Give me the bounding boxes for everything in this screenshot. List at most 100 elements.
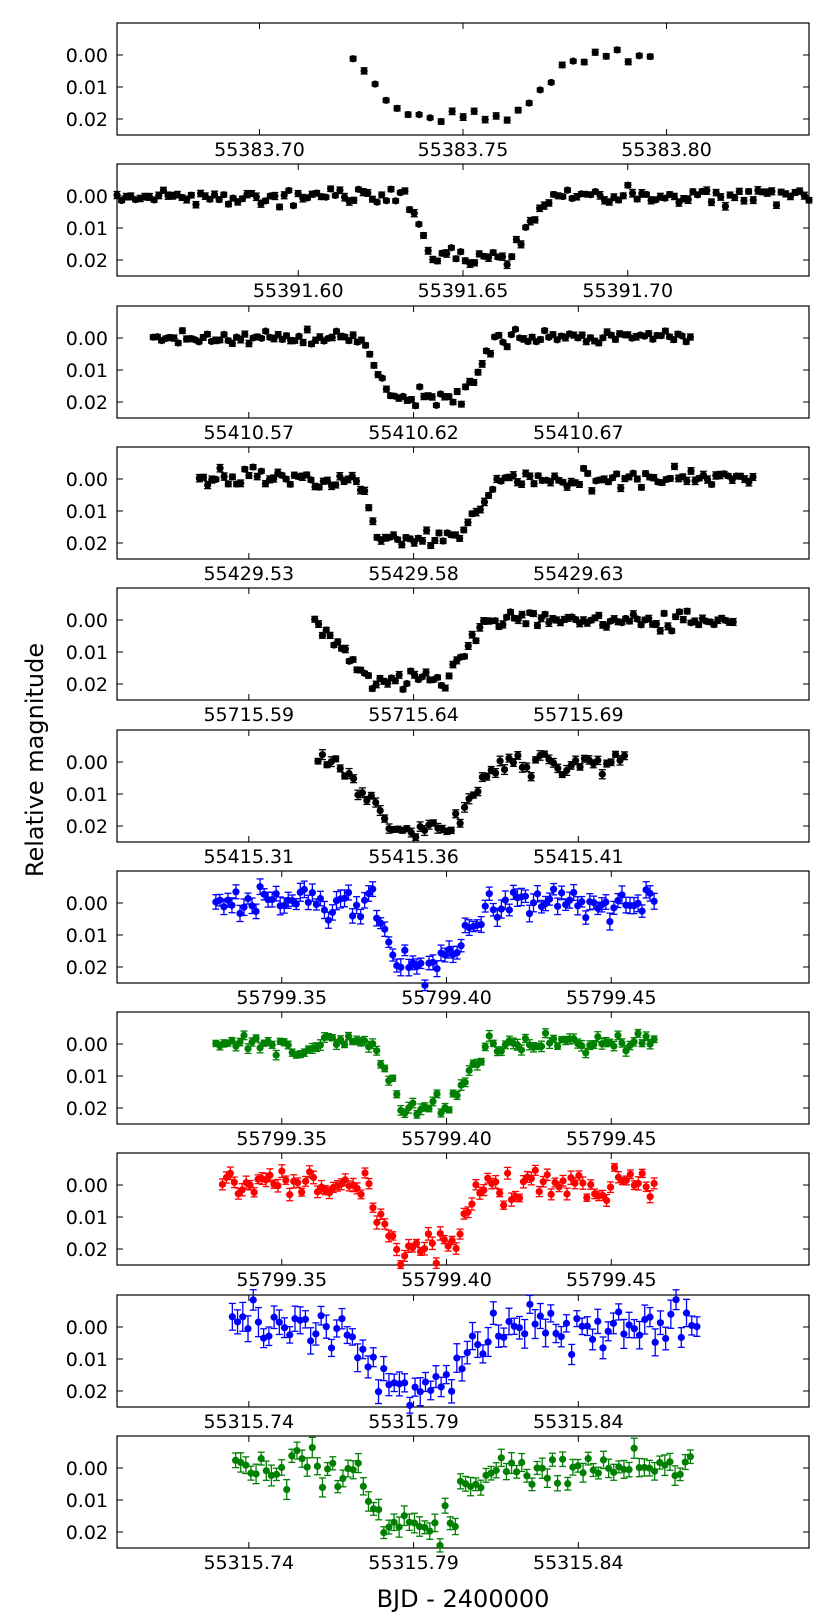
marker (768, 187, 776, 195)
data-point (292, 898, 300, 911)
marker (352, 901, 361, 909)
marker (660, 609, 668, 617)
data-point (489, 1039, 497, 1048)
marker (393, 1245, 401, 1254)
marker (563, 1190, 571, 1198)
data-point (613, 470, 621, 478)
data-point (580, 58, 588, 66)
data-point (382, 385, 391, 393)
data-point (253, 472, 261, 481)
data-point (304, 894, 312, 911)
data-point (529, 610, 538, 618)
data-point (652, 619, 661, 629)
marker (428, 393, 436, 401)
data-point (457, 938, 465, 953)
data-point (511, 325, 520, 333)
data-point (370, 361, 378, 369)
data-point (452, 1242, 460, 1255)
data-point (527, 1171, 535, 1186)
data-point (403, 679, 411, 688)
marker (336, 186, 344, 194)
data-point (717, 193, 725, 201)
data-point (393, 958, 401, 973)
marker (178, 327, 186, 335)
data-point (327, 185, 335, 193)
marker (518, 480, 526, 488)
panel-frame (116, 1011, 810, 1125)
marker (638, 1169, 646, 1178)
data-point (503, 260, 511, 270)
marker (614, 1031, 622, 1040)
data-point (459, 113, 467, 121)
data-point (554, 763, 562, 774)
marker (372, 680, 380, 689)
marker (421, 981, 429, 989)
data-point (426, 114, 434, 122)
marker (431, 536, 439, 545)
data-point (428, 1236, 436, 1251)
marker (445, 393, 453, 401)
marker (708, 480, 716, 489)
marker (278, 1167, 286, 1175)
data-point (174, 339, 182, 347)
marker (602, 898, 610, 906)
marker (282, 475, 290, 483)
marker (511, 325, 520, 333)
data-point (369, 1202, 377, 1213)
marker (545, 199, 553, 207)
data-point (382, 96, 390, 104)
marker (399, 685, 407, 694)
marker (456, 534, 464, 543)
data-point (606, 1181, 615, 1194)
data-point (590, 1039, 598, 1050)
data-point (598, 897, 606, 913)
marker (541, 610, 549, 618)
data-point (431, 536, 439, 545)
marker (547, 78, 555, 87)
marker (289, 202, 298, 210)
data-point (571, 1177, 579, 1190)
data-point (707, 198, 716, 207)
data-point (471, 259, 479, 267)
data-point (650, 892, 658, 910)
marker (485, 890, 493, 898)
data-point (206, 195, 214, 203)
marker (424, 247, 432, 255)
data-point (500, 1200, 508, 1210)
marker (582, 913, 590, 922)
marker (480, 498, 489, 506)
data-point (559, 1174, 567, 1187)
data-point (401, 1249, 409, 1263)
marker (509, 758, 518, 767)
data-point (272, 885, 280, 902)
data-point (366, 350, 374, 358)
y-tick-label: 0.00 (66, 328, 108, 350)
marker (517, 240, 525, 248)
data-point (441, 684, 449, 692)
data-point (618, 1038, 626, 1048)
data-point (456, 534, 464, 543)
data-point (509, 471, 517, 480)
marker (448, 107, 456, 115)
x-tick-label: 55410.67 (533, 422, 624, 444)
data-point (558, 61, 566, 69)
x-tick-label: 55799.45 (566, 1128, 657, 1150)
marker (500, 765, 509, 774)
data-point (348, 471, 356, 481)
marker (349, 775, 358, 783)
data-point (484, 253, 493, 262)
marker (563, 483, 571, 491)
data-point (633, 475, 641, 483)
marker (298, 1188, 306, 1196)
data-point (563, 482, 571, 491)
marker (272, 890, 280, 898)
marker (735, 187, 743, 195)
x-tick-label: 55799.45 (566, 987, 657, 1009)
marker (417, 959, 425, 967)
data-point (441, 947, 449, 963)
marker (575, 480, 584, 489)
marker (340, 894, 349, 902)
x-tick-label: 55315.84 (533, 1411, 624, 1433)
y-tick-label: 0.01 (66, 1349, 108, 1371)
y-tick-label: 0.02 (66, 674, 108, 696)
